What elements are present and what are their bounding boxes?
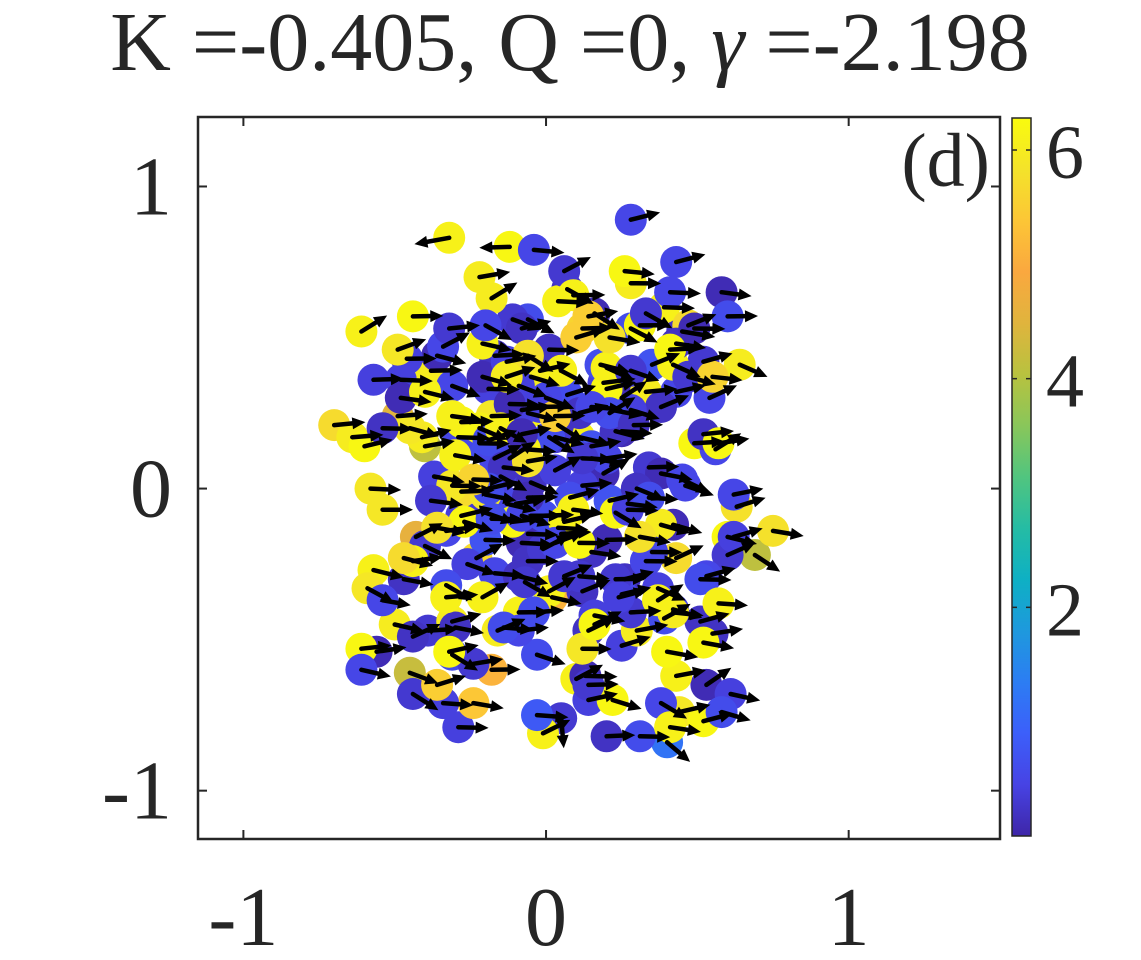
title-gamma-label: = (744, 0, 812, 89)
title-k-value: -0.405 (239, 0, 456, 89)
title-k-label: K = (110, 0, 239, 89)
y-tick-label: -1 (102, 745, 172, 838)
x-tick-label: -1 (208, 871, 278, 955)
panel-label: (d) (901, 119, 990, 203)
x-tick-label: 1 (828, 871, 870, 955)
colorbar-tick-label: 2 (1046, 568, 1084, 652)
y-tick-label: 0 (130, 443, 172, 536)
title-q-label: Q = (498, 0, 627, 89)
title-q-value: 0 (627, 0, 669, 89)
title-sep-2: , (669, 0, 711, 89)
colorbar (1012, 118, 1031, 836)
title-sep-1: , (456, 0, 498, 89)
y-tick-label: 1 (130, 140, 172, 233)
colorbar-tick-label: 6 (1046, 111, 1084, 195)
chart-title: K =-0.405, Q =0, γ =-2.198 (110, 0, 1030, 89)
title-gamma-value: -2.198 (813, 0, 1030, 89)
title-gamma-symbol: γ (711, 0, 746, 89)
x-tick-label: 0 (525, 871, 567, 955)
colorbar-tick-label: 4 (1046, 340, 1084, 424)
